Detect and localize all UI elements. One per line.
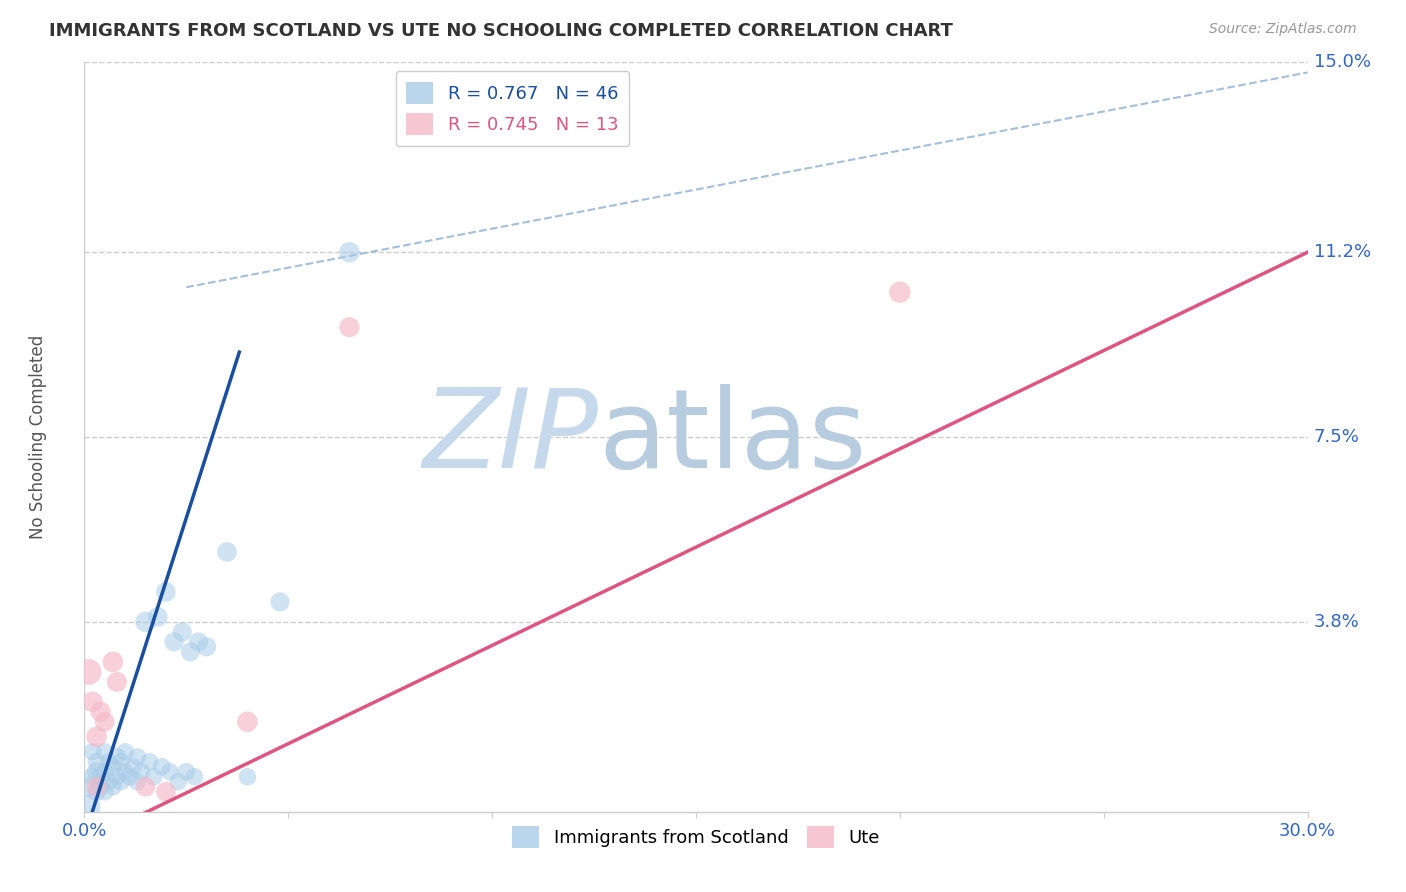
Point xyxy=(187,635,209,649)
Point xyxy=(114,764,136,779)
Point xyxy=(889,285,911,300)
Point xyxy=(163,635,186,649)
Point xyxy=(236,714,259,729)
Point xyxy=(159,764,181,779)
Point xyxy=(183,770,205,784)
Point xyxy=(167,774,190,789)
Point xyxy=(105,674,128,689)
Text: atlas: atlas xyxy=(598,384,866,491)
Text: ZIP: ZIP xyxy=(422,384,598,491)
Point xyxy=(339,320,361,334)
Point xyxy=(135,780,157,794)
Point xyxy=(236,770,259,784)
Point xyxy=(114,745,136,759)
Point xyxy=(93,745,115,759)
Point xyxy=(93,714,115,729)
Point xyxy=(101,780,124,794)
Text: 3.8%: 3.8% xyxy=(1313,613,1360,631)
Point xyxy=(110,755,132,769)
Point xyxy=(150,760,173,774)
Point xyxy=(77,799,100,814)
Legend: Immigrants from Scotland, Ute: Immigrants from Scotland, Ute xyxy=(505,819,887,855)
Point xyxy=(217,545,239,559)
Point xyxy=(101,655,124,669)
Point xyxy=(135,615,157,629)
Point xyxy=(131,764,153,779)
Point xyxy=(82,745,104,759)
Point xyxy=(127,774,149,789)
Point xyxy=(77,780,100,794)
Point xyxy=(155,785,177,799)
Point xyxy=(174,764,197,779)
Point xyxy=(97,774,120,789)
Point xyxy=(90,770,112,784)
Text: No Schooling Completed: No Schooling Completed xyxy=(30,335,46,539)
Point xyxy=(101,760,124,774)
Point xyxy=(86,755,108,769)
Point xyxy=(90,705,112,719)
Point xyxy=(86,785,108,799)
Point xyxy=(195,640,218,654)
Point xyxy=(339,245,361,260)
Point xyxy=(118,770,141,784)
Point xyxy=(127,749,149,764)
Point xyxy=(146,610,169,624)
Point xyxy=(93,785,115,799)
Point xyxy=(142,770,165,784)
Point xyxy=(77,665,100,679)
Point xyxy=(122,760,145,774)
Point xyxy=(86,764,108,779)
Point xyxy=(82,770,104,784)
Point xyxy=(138,755,160,769)
Point xyxy=(155,585,177,599)
Text: 15.0%: 15.0% xyxy=(1313,54,1371,71)
Text: 7.5%: 7.5% xyxy=(1313,428,1360,446)
Point xyxy=(93,764,115,779)
Point xyxy=(269,595,291,609)
Point xyxy=(179,645,201,659)
Point xyxy=(90,780,112,794)
Text: Source: ZipAtlas.com: Source: ZipAtlas.com xyxy=(1209,22,1357,37)
Point xyxy=(110,774,132,789)
Text: 11.2%: 11.2% xyxy=(1313,244,1371,261)
Point xyxy=(86,730,108,744)
Point xyxy=(172,624,194,639)
Point xyxy=(105,749,128,764)
Point xyxy=(86,780,108,794)
Point xyxy=(105,770,128,784)
Point xyxy=(97,755,120,769)
Point xyxy=(82,695,104,709)
Text: IMMIGRANTS FROM SCOTLAND VS UTE NO SCHOOLING COMPLETED CORRELATION CHART: IMMIGRANTS FROM SCOTLAND VS UTE NO SCHOO… xyxy=(49,22,953,40)
